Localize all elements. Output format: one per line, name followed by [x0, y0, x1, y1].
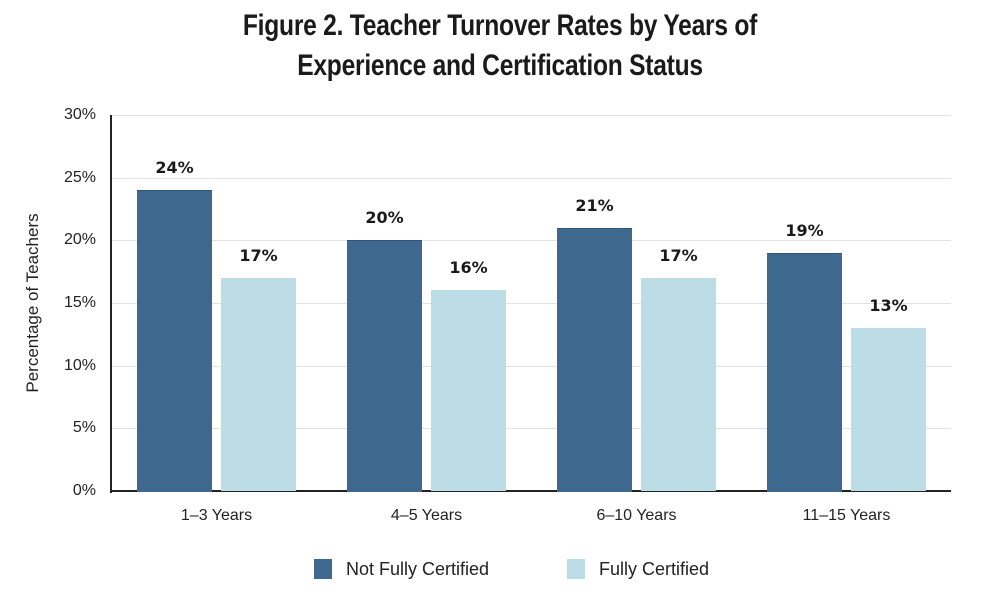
gridline	[111, 177, 951, 179]
bar-fully-certified	[221, 277, 296, 491]
legend-label: Fully Certified	[599, 558, 710, 579]
y-tick-label: 0%	[72, 482, 96, 499]
chart-title: Figure 2. Teacher Turnover Rates by Year…	[90, 6, 910, 86]
gridline	[111, 365, 951, 367]
bar-not-fully-certified	[767, 252, 842, 492]
bar-value-label: 17%	[239, 245, 278, 265]
gridline	[111, 240, 951, 242]
bar-not-fully-certified	[347, 240, 422, 492]
gridline	[111, 115, 951, 116]
bar-value-label: 19%	[785, 220, 824, 240]
chart-title-line-2: Experience and Certification Status	[297, 49, 703, 82]
bar-value-label: 21%	[575, 195, 614, 215]
x-tick-label: 4–5 Years	[390, 507, 463, 524]
x-tick-label: 6–10 Years	[596, 507, 677, 524]
legend-item-fully-certified: Fully Certified	[567, 557, 709, 581]
legend-swatch-light	[567, 559, 585, 579]
bar-value-label: 13%	[869, 296, 908, 316]
chart-title-line-1: Figure 2. Teacher Turnover Rates by Year…	[242, 9, 758, 42]
y-tick-label: 30%	[63, 106, 96, 123]
legend-swatch-dark	[314, 559, 332, 579]
bar-not-fully-certified	[137, 190, 212, 492]
bar-fully-certified	[431, 290, 506, 491]
x-tick-label: 1–3 Years	[180, 507, 253, 524]
gridline	[111, 303, 951, 304]
y-tick-label: 25%	[63, 168, 96, 186]
bar-not-fully-certified	[557, 227, 632, 492]
bar-value-label: 20%	[365, 208, 404, 228]
bar-fully-certified	[851, 328, 926, 491]
y-tick-label: 15%	[63, 294, 96, 311]
y-tick-label: 10%	[63, 356, 96, 374]
bar-value-label: 16%	[449, 258, 488, 278]
y-tick-label: 5%	[72, 419, 96, 437]
x-tick-label: 11–15 Years	[802, 507, 891, 524]
x-axis-line	[110, 490, 951, 492]
y-tick-label: 20%	[63, 231, 96, 249]
y-axis-line	[110, 115, 112, 493]
legend-label: Not Fully Certified	[346, 558, 490, 579]
bar-fully-certified	[641, 277, 716, 491]
legend-item-not-fully-certified: Not Fully Certified	[314, 557, 489, 581]
bar-value-label: 17%	[659, 245, 698, 265]
plot-area	[111, 115, 951, 491]
bar-value-label: 24%	[155, 158, 194, 178]
gridline	[111, 428, 951, 430]
